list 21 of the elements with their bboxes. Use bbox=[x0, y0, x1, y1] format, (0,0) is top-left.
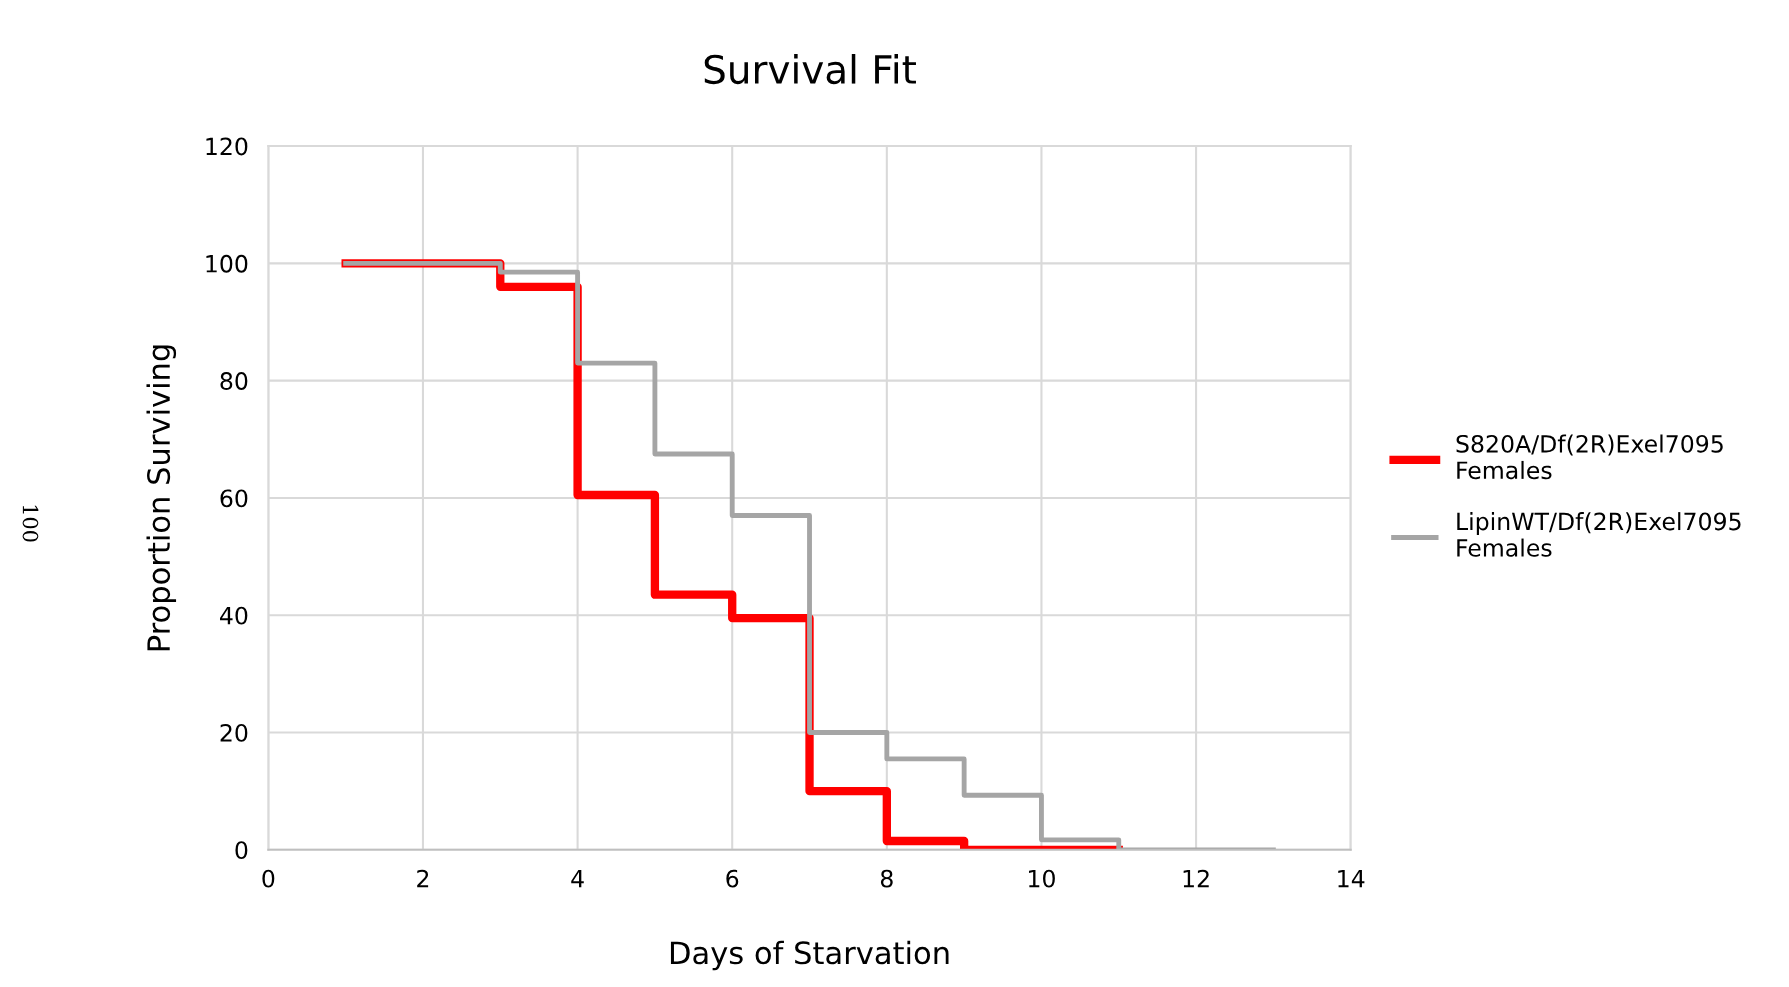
y-tick-label: 40 bbox=[220, 606, 248, 625]
y-tick-label: 20 bbox=[220, 723, 248, 742]
x-axis-title: Days of Starvation bbox=[670, 940, 949, 971]
legend-label: S820A/Df(2R)Exel7095 Females bbox=[1456, 434, 1723, 480]
x-tick-label: 0 bbox=[262, 869, 275, 888]
y-tick-label: 80 bbox=[220, 372, 248, 390]
x-tick-label: 14 bbox=[1338, 869, 1365, 888]
x-tick-label: 2 bbox=[417, 869, 429, 888]
legend-label: LipinWT/Df(2R)Exel7095 Females bbox=[1457, 512, 1741, 557]
x-tick-label: 6 bbox=[726, 869, 739, 888]
y-tick-label: 60 bbox=[220, 489, 248, 508]
y-tick-label: 120 bbox=[206, 137, 248, 156]
y-tick-label: 100 bbox=[206, 254, 248, 273]
x-tick-label: 8 bbox=[880, 869, 893, 888]
x-tick-label: 10 bbox=[1029, 869, 1055, 888]
text: 100 bbox=[22, 505, 39, 542]
chart-title: Survival Fit bbox=[704, 54, 916, 85]
x-tick-label: 4 bbox=[571, 869, 584, 888]
y-axis-title: Proportion Surviving bbox=[146, 345, 177, 651]
x-tick-label: 12 bbox=[1183, 869, 1209, 888]
y-tick-label: 0 bbox=[235, 841, 248, 860]
